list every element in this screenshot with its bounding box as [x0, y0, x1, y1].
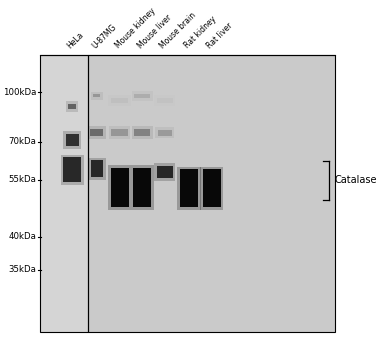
Text: Catalase: Catalase — [335, 175, 377, 186]
Bar — [40, 55, 88, 332]
Text: Rat kidney: Rat kidney — [183, 15, 218, 50]
Bar — [177, 167, 201, 210]
Bar — [108, 96, 131, 106]
Text: Rat liver: Rat liver — [205, 21, 235, 50]
Bar — [111, 168, 128, 208]
Bar — [61, 155, 83, 184]
Bar — [157, 166, 173, 178]
Bar — [132, 126, 152, 139]
Bar — [109, 126, 130, 139]
Bar — [93, 94, 100, 97]
Bar — [69, 104, 75, 109]
Bar — [63, 158, 81, 182]
Text: 40kDa: 40kDa — [9, 232, 36, 241]
Bar — [91, 129, 103, 136]
Bar — [133, 168, 151, 208]
Bar — [108, 166, 131, 210]
Bar — [130, 166, 154, 210]
Bar — [91, 91, 103, 100]
Bar — [88, 126, 106, 139]
Bar — [111, 98, 128, 103]
Bar — [155, 127, 174, 138]
Bar — [88, 55, 335, 332]
Text: 100kDa: 100kDa — [3, 88, 36, 97]
Text: U-87MG: U-87MG — [91, 23, 118, 50]
Bar — [88, 55, 335, 332]
Bar — [154, 163, 175, 181]
Bar — [91, 160, 103, 177]
Bar — [135, 129, 150, 136]
Text: Mouse liver: Mouse liver — [136, 13, 173, 50]
Bar — [63, 131, 81, 149]
Bar — [40, 55, 88, 332]
Bar — [203, 169, 221, 207]
Text: 55kDa: 55kDa — [9, 175, 36, 184]
Bar — [155, 96, 175, 106]
Bar — [111, 129, 128, 136]
Bar — [66, 101, 78, 112]
Text: Mouse kidney: Mouse kidney — [113, 7, 157, 50]
Bar — [157, 98, 172, 103]
Bar — [200, 167, 223, 210]
Bar — [66, 134, 78, 146]
Bar — [135, 94, 150, 98]
Bar — [180, 169, 198, 207]
Text: Mouse brain: Mouse brain — [158, 11, 198, 50]
Text: HeLa: HeLa — [66, 30, 86, 50]
Bar — [158, 130, 172, 135]
Bar — [132, 91, 152, 100]
Bar — [88, 158, 106, 180]
Text: 70kDa: 70kDa — [9, 137, 36, 146]
Text: 35kDa: 35kDa — [9, 265, 36, 274]
